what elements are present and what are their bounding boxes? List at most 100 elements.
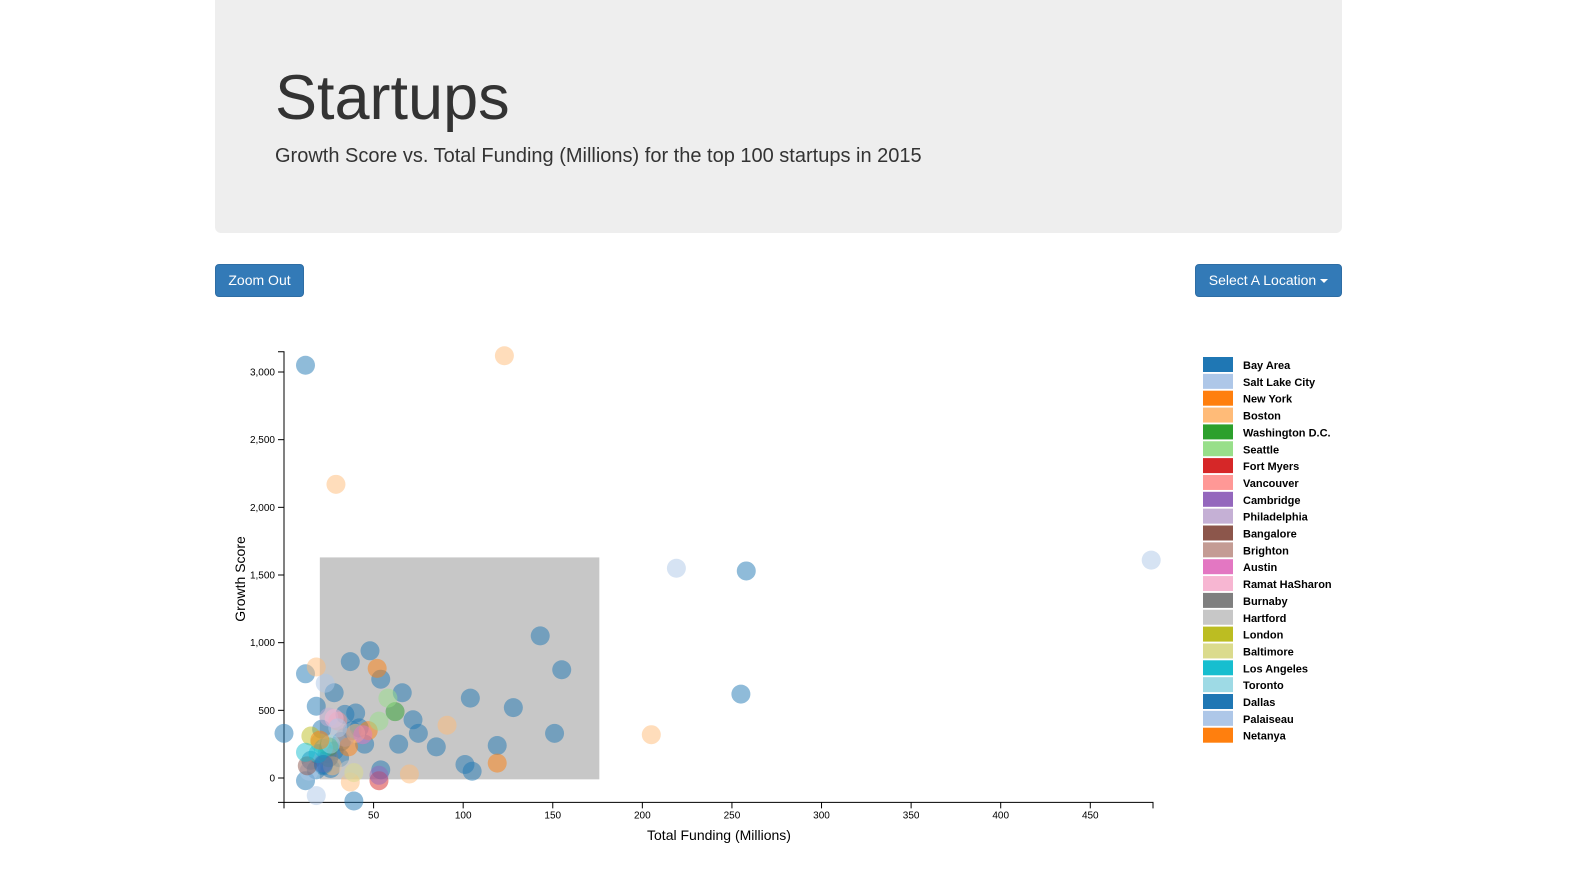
legend-swatch [1203,424,1233,440]
x-tick-label: 250 [724,810,741,821]
data-point[interactable] [306,696,326,716]
data-point[interactable] [353,725,373,745]
legend-item[interactable]: Netanya [1203,727,1287,743]
legend-item[interactable]: Hartford [1203,609,1286,625]
y-tick-label: 500 [258,706,275,717]
legend-item[interactable]: Burnaby [1203,592,1289,608]
x-tick: 400 [992,802,1009,821]
data-point[interactable] [328,718,348,738]
data-point[interactable] [367,658,387,678]
legend-swatch [1203,559,1233,575]
data-point[interactable] [344,791,364,811]
legend-label: Bangalore [1243,529,1297,541]
data-point[interactable] [487,753,507,773]
legend-item[interactable]: Austin [1203,559,1278,575]
data-point[interactable] [274,723,294,743]
x-tick-label: 100 [455,810,472,821]
legend-swatch [1203,609,1233,625]
x-tick-label: 200 [634,810,651,821]
legend: Bay Area Salt Lake City New York Boston Wash… [1203,357,1332,743]
data-point[interactable] [545,723,565,743]
data-point[interactable] [313,754,333,774]
x-tick-label: 350 [903,810,920,821]
data-point[interactable] [487,736,507,756]
legend-swatch [1203,694,1233,709]
data-point[interactable] [437,715,457,735]
data-point[interactable] [494,346,514,366]
y-tick: 2,000 [250,503,284,514]
legend-item[interactable]: Philadelphia [1203,508,1309,524]
y-tick-label: 1,500 [250,571,275,582]
legend-label: Hartford [1243,613,1286,625]
y-tick-label: 2,000 [250,503,275,514]
legend-item[interactable]: Vancouver [1203,474,1299,490]
data-point[interactable] [296,355,316,375]
legend-item[interactable]: Fort Myers [1203,458,1299,474]
legend-item[interactable]: Boston [1203,407,1281,423]
zoom-out-button[interactable]: Zoom Out [215,264,304,297]
data-point[interactable] [344,763,364,783]
data-point[interactable] [389,734,409,754]
select-location-dropdown[interactable]: Select A Location [1195,264,1342,297]
data-point[interactable] [340,652,360,672]
data-point[interactable] [1141,550,1161,570]
data-point[interactable] [378,688,398,708]
legend-label: Baltimore [1243,646,1294,658]
data-point[interactable] [530,626,550,646]
legend-item[interactable]: Los Angeles [1203,660,1308,676]
data-point[interactable] [399,764,419,784]
legend-item[interactable]: Toronto [1203,677,1284,693]
legend-label: London [1243,630,1284,642]
legend-label: Los Angeles [1243,663,1308,675]
data-point[interactable] [360,641,380,661]
legend-item[interactable]: Brighton [1203,542,1289,558]
y-tick: 1,500 [250,571,284,582]
x-tick: 300 [813,802,830,821]
data-point[interactable] [503,698,523,718]
data-point[interactable] [552,660,572,680]
x-tick: 150 [544,802,562,821]
legend-item[interactable]: Dallas [1203,694,1275,709]
legend-item[interactable]: Bangalore [1203,525,1297,541]
x-tick: 450 [1082,802,1099,821]
data-point[interactable] [408,723,428,743]
data-point[interactable] [369,765,389,785]
y-tick-label: 2,500 [250,435,275,446]
legend-item[interactable]: Palaiseau [1203,710,1294,726]
legend-item[interactable]: Washington D.C. [1203,424,1331,440]
data-point[interactable] [310,730,330,750]
data-point[interactable] [666,558,686,578]
x-tick-label: 450 [1082,810,1099,821]
legend-item[interactable]: Salt Lake City [1203,373,1316,389]
data-point[interactable] [460,688,480,708]
y-axis-line [278,351,285,803]
y-tick: 500 [258,706,284,717]
data-point[interactable] [641,725,661,745]
data-point[interactable] [462,761,482,781]
y-tick: 0 [269,774,284,785]
legend-item[interactable]: Ramat HaSharon [1203,576,1332,592]
data-point[interactable] [326,474,346,494]
data-point[interactable] [731,684,751,704]
legend-item[interactable]: Bay Area [1203,357,1291,372]
data-point[interactable] [369,711,389,731]
legend-item[interactable]: New York [1203,390,1293,406]
legend-item[interactable]: Cambridge [1203,491,1300,507]
legend-item[interactable]: London [1203,626,1284,642]
data-point[interactable] [306,786,326,806]
y-axis: 0 500 1,000 1,500 2,000 2,500 3,000 [250,351,285,803]
legend-item[interactable]: Seattle [1203,441,1279,457]
data-point[interactable] [736,561,756,581]
legend-label: Fort Myers [1243,461,1299,473]
y-tick-label: 3,000 [250,368,275,379]
legend-item[interactable]: Baltimore [1203,643,1294,659]
legend-label: Cambridge [1243,495,1300,507]
x-tick-label: 300 [813,810,830,821]
data-point[interactable] [426,737,446,757]
x-tick-label: 50 [368,810,380,821]
data-point[interactable] [392,683,412,703]
legend-swatch [1203,390,1233,406]
data-point[interactable] [306,657,326,677]
data-point[interactable] [315,673,335,693]
